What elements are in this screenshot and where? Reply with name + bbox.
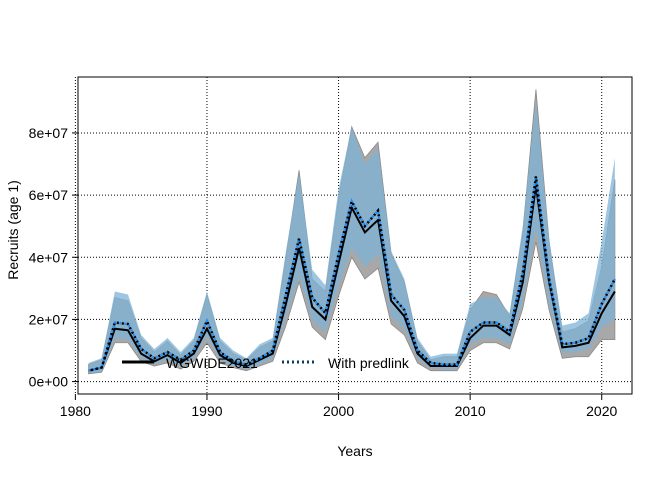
y-tick-label: 6e+07 [29,187,69,203]
y-tick-label: 0e+00 [29,374,69,390]
confidence-bands [88,89,616,375]
y-tick-label: 8e+07 [29,125,69,141]
x-tick-label: 1980 [60,403,91,419]
plot-frame [77,76,633,395]
line-wgwide2021 [88,185,616,372]
line-predlink-dots [88,176,616,372]
line-predlink [88,176,616,372]
legend: WGWIDE2021 With predlink [122,355,410,371]
legend-label-predlink: With predlink [328,355,410,371]
series-lines [88,176,616,372]
y-tick-label: 4e+07 [29,249,69,265]
y-axis: 0e+00 2e+07 4e+07 6e+07 8e+07 [29,125,78,390]
x-tick-label: 2000 [323,403,354,419]
y-tick-label: 2e+07 [29,311,69,327]
x-axis: 1980 1990 2000 2010 2020 [60,394,618,419]
x-axis-title: Years [337,443,372,459]
y-axis-title: Recruits (age 1) [5,180,21,280]
x-tick-label: 2020 [586,403,617,419]
x-tick-label: 2010 [455,403,486,419]
x-tick-label: 1990 [191,403,222,419]
band-predlink [88,101,615,373]
legend-label-wgwide2021: WGWIDE2021 [166,355,258,371]
